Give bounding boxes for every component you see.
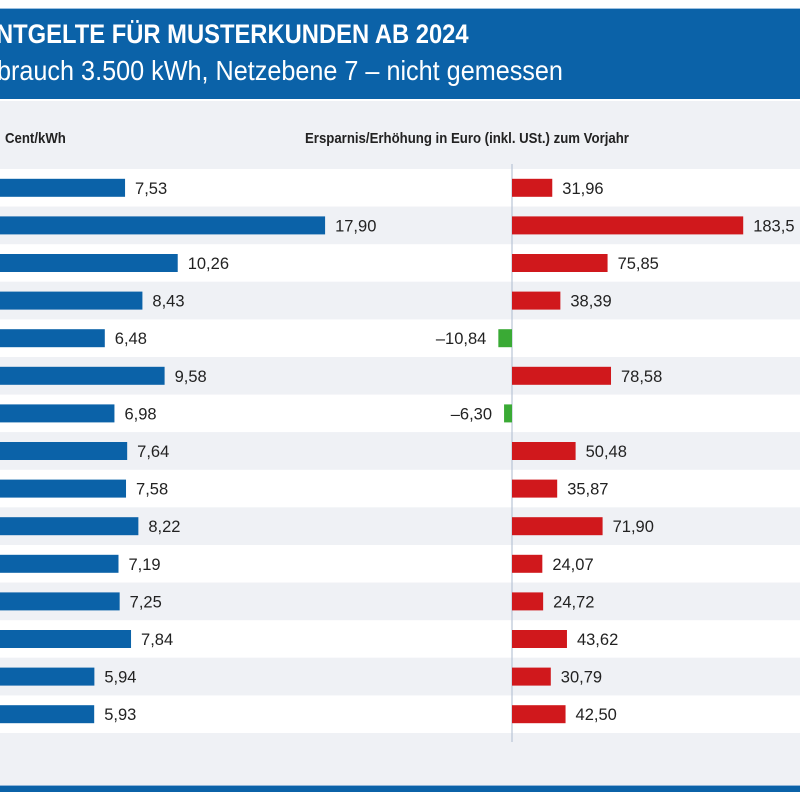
right-bar-label: 38,39 xyxy=(570,293,611,311)
increase-bar xyxy=(512,291,561,310)
right-bar-label: –6,30 xyxy=(451,405,492,423)
increase-bar xyxy=(512,554,543,573)
right-bar-label: 43,62 xyxy=(577,631,618,649)
left-bar xyxy=(0,479,127,498)
right-bar-label: 24,07 xyxy=(552,556,593,574)
row-background xyxy=(0,319,800,357)
row-background xyxy=(0,695,800,733)
left-bar-label: 5,93 xyxy=(104,706,136,724)
left-bar xyxy=(0,630,132,648)
increase-bar xyxy=(512,705,566,724)
increase-bar xyxy=(512,479,558,498)
left-bar xyxy=(0,592,120,611)
increase-bar xyxy=(512,517,603,536)
left-bar-label: 8,43 xyxy=(152,293,184,311)
row-background xyxy=(0,394,800,433)
left-bar-label: 7,64 xyxy=(137,443,169,461)
left-bar-label: 7,58 xyxy=(136,481,168,499)
decrease-bar xyxy=(498,329,512,348)
right-bar-label: 71,90 xyxy=(613,518,654,536)
row-background xyxy=(0,620,800,658)
left-column-header: Cent/kWh xyxy=(5,130,66,147)
right-bar-label: 31,96 xyxy=(562,180,603,198)
decrease-bar xyxy=(504,404,512,423)
left-bar-label: 7,25 xyxy=(130,593,162,611)
increase-bar xyxy=(512,366,612,385)
left-bar xyxy=(0,178,126,197)
left-bar-label: 5,94 xyxy=(104,669,136,687)
left-bar xyxy=(0,216,326,235)
right-bar-label: 24,72 xyxy=(553,593,594,611)
left-bar-label: 6,48 xyxy=(115,330,147,348)
increase-bar xyxy=(512,667,551,686)
increase-bar xyxy=(512,592,544,611)
right-bar-label: 183,5 xyxy=(753,217,794,235)
increase-bar xyxy=(512,442,576,460)
left-bar xyxy=(0,517,139,536)
left-bar-label: 10,26 xyxy=(188,255,229,273)
left-bar-label: 8,22 xyxy=(148,518,180,536)
increase-bar xyxy=(512,254,608,272)
left-bar xyxy=(0,366,165,385)
left-bar xyxy=(0,254,178,272)
bottom-rule xyxy=(0,785,800,792)
chart-subtitle: brauch 3.500 kWh, Netzebene 7 – nicht ge… xyxy=(0,55,563,86)
right-bar-label: –10,84 xyxy=(436,330,486,348)
row-background xyxy=(0,545,800,583)
right-bar-label: 30,79 xyxy=(561,669,602,687)
left-bar-label: 6,98 xyxy=(124,405,156,423)
left-bar xyxy=(0,554,119,573)
left-bar xyxy=(0,291,143,310)
increase-bar xyxy=(512,630,567,648)
right-bar-label: 35,87 xyxy=(567,481,608,499)
increase-bar xyxy=(512,216,744,235)
row-background xyxy=(0,432,800,470)
left-bar xyxy=(0,329,105,348)
left-bar xyxy=(0,404,115,423)
row-background xyxy=(0,657,800,696)
right-bar-label: 78,58 xyxy=(621,368,662,386)
left-bar-label: 9,58 xyxy=(175,368,207,386)
chart-title: NTGELTE FÜR MUSTERKUNDEN AB 2024 xyxy=(0,19,469,49)
row-background xyxy=(0,169,800,207)
increase-bar xyxy=(512,178,553,197)
right-bar-label: 50,48 xyxy=(586,443,627,461)
left-bar-label: 7,84 xyxy=(141,631,173,649)
left-bar-label: 17,90 xyxy=(335,217,376,235)
right-column-header: Ersparnis/Erhöhung in Euro (inkl. USt.) … xyxy=(305,130,629,147)
left-bar xyxy=(0,705,95,724)
row-background xyxy=(0,582,800,621)
left-bar xyxy=(0,442,128,460)
left-bar-label: 7,53 xyxy=(135,180,167,198)
row-background xyxy=(0,469,800,508)
left-bar xyxy=(0,667,95,686)
right-bar-label: 42,50 xyxy=(576,706,617,724)
right-bar-label: 75,85 xyxy=(618,255,659,273)
left-bar-label: 7,19 xyxy=(128,556,160,574)
header-band: NTGELTE FÜR MUSTERKUNDEN AB 2024 brauch … xyxy=(0,8,800,99)
